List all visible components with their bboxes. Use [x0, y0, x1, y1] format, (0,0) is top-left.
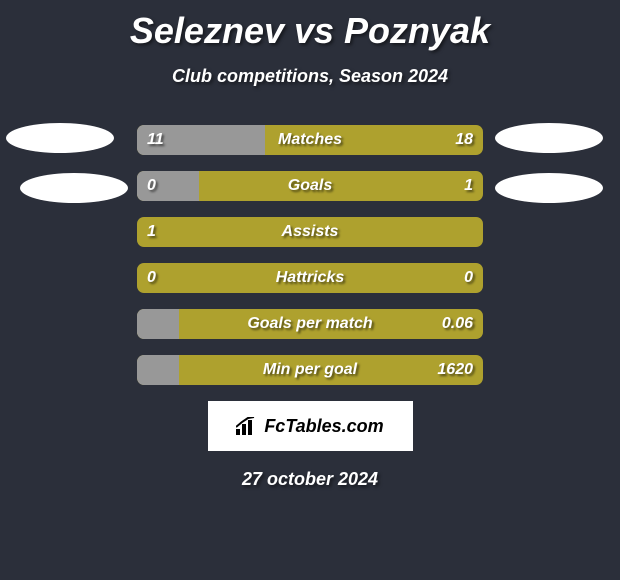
stat-row: 1620Min per goal	[0, 355, 620, 385]
player-right-ellipse	[495, 173, 603, 203]
stat-label: Min per goal	[137, 355, 483, 385]
player-left-ellipse	[6, 123, 114, 153]
stat-bar: 0.06Goals per match	[137, 309, 483, 339]
stat-row: 0.06Goals per match	[0, 309, 620, 339]
page-title: Seleznev vs Poznyak	[0, 0, 620, 52]
subtitle: Club competitions, Season 2024	[0, 66, 620, 87]
branding-badge: FcTables.com	[208, 401, 413, 451]
stat-bar: 01Goals	[137, 171, 483, 201]
stat-row: 00Hattricks	[0, 263, 620, 293]
comparison-chart: 1118Matches 01Goals 1Assists 00Hattricks 0.0…	[0, 125, 620, 385]
stat-label: Goals per match	[137, 309, 483, 339]
stat-label: Hattricks	[137, 263, 483, 293]
chart-icon	[236, 417, 258, 435]
stat-row: 01Goals	[0, 171, 620, 201]
stat-label: Assists	[137, 217, 483, 247]
stat-label: Matches	[137, 125, 483, 155]
date-label: 27 october 2024	[0, 469, 620, 490]
stat-label: Goals	[137, 171, 483, 201]
stat-bar: 00Hattricks	[137, 263, 483, 293]
stat-bar: 1118Matches	[137, 125, 483, 155]
stat-bar: 1620Min per goal	[137, 355, 483, 385]
branding-text: FcTables.com	[264, 416, 383, 437]
stat-bar: 1Assists	[137, 217, 483, 247]
stat-row: 1Assists	[0, 217, 620, 247]
player-right-ellipse	[495, 123, 603, 153]
player-left-ellipse	[20, 173, 128, 203]
stat-row: 1118Matches	[0, 125, 620, 155]
